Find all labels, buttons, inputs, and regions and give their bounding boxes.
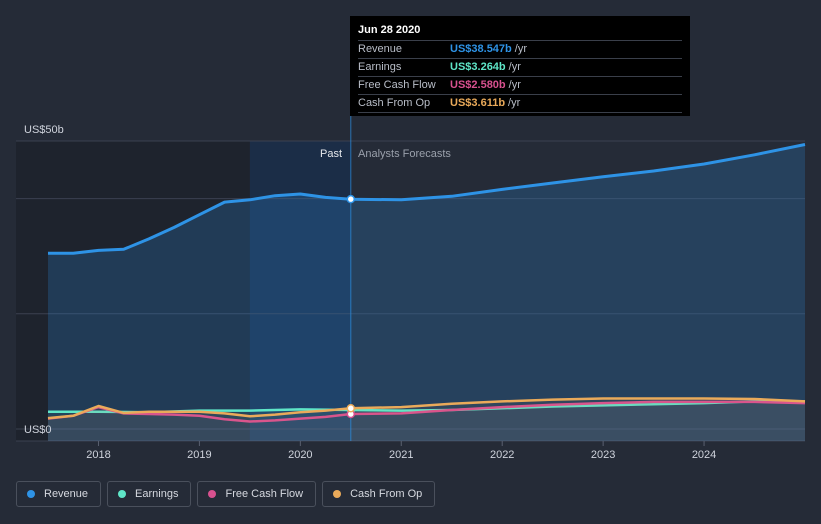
revenue-line (48, 143, 806, 255)
tooltip-row-value: US$2.580b (450, 79, 506, 91)
free-cash-flow-area (48, 401, 805, 441)
legend-item-earnings[interactable]: Earnings (107, 481, 192, 507)
tooltip-row-label: Revenue (358, 43, 403, 55)
tooltip-row-unit: /yr (508, 61, 521, 73)
tooltip-row-label: Free Cash Flow (358, 79, 436, 91)
x-tick-label: 2018 (86, 449, 110, 461)
x-tick-label: 2020 (288, 449, 312, 461)
tooltip-row-value: US$38.547b (450, 43, 512, 55)
tooltip-row-value: US$3.611b (450, 97, 506, 109)
legend-item-cash-from-op[interactable]: Cash From Op (322, 481, 436, 507)
x-tick-label: 2019 (187, 449, 211, 461)
past-label: Past (320, 148, 342, 160)
tooltip-row-unit: /yr (514, 43, 527, 55)
legend-item-revenue[interactable]: Revenue (16, 481, 102, 507)
chart-legend: Revenue Earnings Free Cash Flow Cash From O… (16, 481, 436, 507)
tooltip-row: Cash From Op US$3.611b/yr (358, 95, 682, 113)
cash-from-op-line (47, 397, 806, 420)
free-cash-flow-line (47, 400, 806, 423)
legend-label: Free Cash Flow (225, 488, 304, 500)
legend-dot-icon (333, 490, 342, 498)
legend-dot-icon (118, 490, 127, 498)
tooltip-row-unit: /yr (508, 79, 521, 91)
tooltip-row-unit: /yr (508, 97, 521, 109)
tooltip-row: Revenue US$38.547b/yr (358, 41, 682, 59)
tooltip-row-label: Earnings (358, 61, 402, 73)
data-tooltip: Jun 28 2020 Revenue US$38.547b/yr Earnings… (350, 16, 690, 116)
x-tick-label: 2021 (389, 449, 413, 461)
tooltip-row: Free Cash Flow US$2.580b/yr (358, 77, 682, 95)
legend-label: Revenue (44, 488, 89, 500)
forecast-label: Analysts Forecasts (358, 148, 451, 160)
legend-dot-icon (27, 490, 35, 498)
revenue-marker (346, 194, 356, 204)
legend-dot-icon (208, 490, 217, 498)
highlight-region (249, 141, 351, 441)
tooltip-row: Earnings US$3.264b/yr (358, 59, 682, 77)
x-tick-label: 2023 (591, 449, 615, 461)
revenue-area (48, 144, 805, 441)
y-axis-top-label: US$50b (24, 124, 64, 136)
cash-from-op-area (48, 398, 805, 441)
tooltip-row-label: Cash From Op (358, 97, 431, 109)
legend-label: Cash From Op (350, 488, 423, 500)
legend-label: Earnings (135, 488, 179, 500)
y-axis-bottom-label: US$0 (24, 424, 52, 436)
tooltip-date: Jun 28 2020 (358, 23, 682, 41)
x-tick-label: 2024 (692, 449, 716, 461)
cash-from-op-marker (346, 404, 356, 413)
tooltip-row-value: US$3.264b (450, 61, 506, 73)
x-tick-label: 2022 (490, 449, 514, 461)
legend-item-free-cash-flow[interactable]: Free Cash Flow (197, 481, 317, 507)
